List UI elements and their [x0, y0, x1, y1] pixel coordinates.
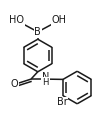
Text: OH: OH: [52, 15, 67, 25]
Text: N: N: [42, 72, 49, 82]
Text: B: B: [34, 27, 41, 37]
Text: HO: HO: [9, 15, 24, 25]
Text: H: H: [43, 78, 49, 87]
Text: Br: Br: [57, 98, 67, 107]
Text: O: O: [10, 79, 18, 89]
